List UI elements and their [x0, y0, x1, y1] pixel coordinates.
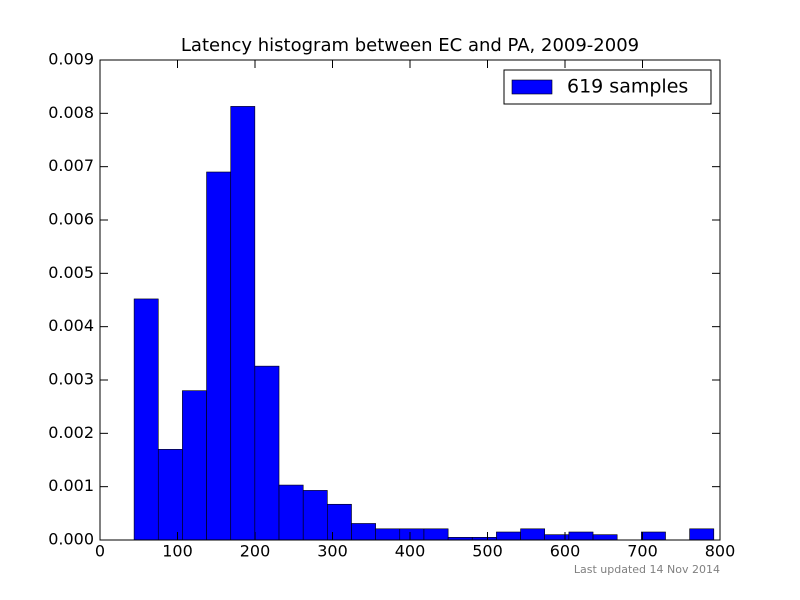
bar [423, 528, 449, 541]
bar [520, 528, 545, 541]
bar [592, 534, 618, 541]
x-tick-label: 400 [395, 542, 426, 561]
y-tick-label: 0.004 [48, 316, 94, 335]
bar [351, 523, 376, 541]
bar [157, 449, 183, 541]
x-tick-label: 800 [705, 542, 736, 561]
bar [182, 390, 207, 541]
x-tick-label: 200 [240, 542, 271, 561]
bar [327, 503, 352, 541]
chart-title: Latency histogram between EC and PA, 200… [181, 35, 639, 56]
y-tick-label: 0.007 [48, 156, 94, 175]
bar [496, 531, 521, 541]
x-tick-label: 700 [627, 542, 658, 561]
bar [254, 365, 280, 541]
bar [230, 106, 256, 541]
x-tick-label: 0 [95, 542, 105, 561]
y-tick-label: 0.005 [48, 263, 94, 282]
x-tick-label: 300 [317, 542, 348, 561]
x-tick-label: 100 [162, 542, 193, 561]
y-tick-label: 0.008 [48, 103, 94, 122]
bar [206, 171, 232, 541]
x-tick-label: 500 [472, 542, 503, 561]
bar [568, 531, 594, 541]
y-tick-label: 0.009 [48, 50, 94, 69]
legend-swatch [511, 79, 553, 95]
bar [689, 528, 715, 541]
y-tick-label: 0.003 [48, 370, 94, 389]
y-tick-label: 0.001 [48, 476, 94, 495]
bar [641, 531, 666, 541]
bar [133, 298, 159, 541]
bar [278, 484, 304, 541]
y-tick-label: 0.000 [48, 530, 94, 549]
y-tick-label: 0.006 [48, 210, 94, 229]
bar [399, 528, 425, 541]
bar [375, 528, 401, 541]
legend-label: 619 samples [567, 76, 688, 98]
bar [302, 490, 328, 541]
y-tick-label: 0.002 [48, 423, 94, 442]
footnote: Last updated 14 Nov 2014 [574, 563, 720, 576]
x-tick-label: 600 [550, 542, 581, 561]
